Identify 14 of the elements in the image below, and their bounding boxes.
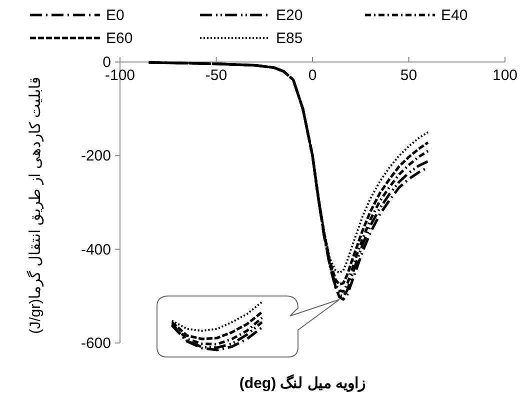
y-tick-label: -400 <box>80 241 111 258</box>
y-tick-label: -200 <box>80 148 111 165</box>
x-tick-label: 100 <box>492 67 518 84</box>
legend-label: E0 <box>106 7 124 24</box>
y-axis-title: قابلیت کاردهی از طریق انتقال گرما(J/gr) <box>26 77 44 334</box>
x-tick-label: 50 <box>400 67 418 84</box>
x-axis-title: زاویه میل لنگ (deg) <box>239 374 366 392</box>
legend-label: E85 <box>276 30 303 47</box>
y-tick-label: -600 <box>80 335 111 352</box>
x-tick-label: -50 <box>205 67 228 84</box>
legend-label: E60 <box>106 30 133 47</box>
x-tick-label: 0 <box>308 67 317 84</box>
legend-label: E20 <box>276 7 303 24</box>
legend-label: E40 <box>441 7 468 24</box>
